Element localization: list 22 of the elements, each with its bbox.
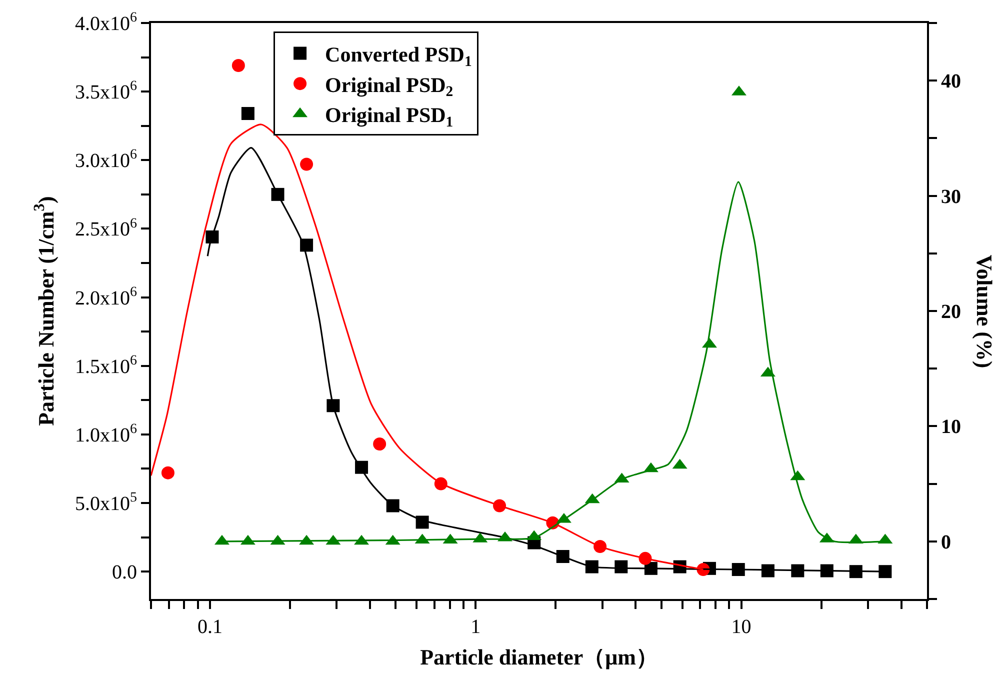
y-tick-label: 3.0x10$^{6}$ <box>75 148 137 172</box>
y-tick-label: 1.5x10$^{6}$ <box>75 353 137 378</box>
y2-axis-title: Volume (%) <box>972 254 998 368</box>
y2-tick-label: 30 <box>941 186 961 208</box>
y2-tick-label: 40 <box>941 70 961 93</box>
x-tick-label: 0.1 <box>197 616 222 638</box>
legend-label: Converted PSD$_{1}$ <box>325 42 472 70</box>
y-tick-label: 4.0x10$^{6}$ <box>75 10 137 35</box>
y2-tick-label: 10 <box>941 416 961 438</box>
y-tick-label: 5.0x10$^{5}$ <box>75 490 137 515</box>
y-tick-label: 2.0x10$^{6}$ <box>75 284 137 310</box>
y2-tick-label: 20 <box>941 301 961 323</box>
y-tick-label: 3.5x10$^{6}$ <box>75 79 137 104</box>
y-tick-label: 2.5x10$^{6}$ <box>75 216 137 241</box>
x-tick-label: 10 <box>731 616 752 638</box>
y-tick-label: 1.0x10$^{6}$ <box>75 422 137 446</box>
x-axis-title: Particle diameter（μm） <box>420 644 658 670</box>
legend-label: Original PSD$_{1}$ <box>325 103 454 130</box>
x-tick-label: 1 <box>470 616 481 638</box>
legend-label: Original PSD$_{2}$ <box>325 72 454 100</box>
y2-tick-label: 0 <box>941 531 951 554</box>
y-tick-label: 0.0 <box>112 562 137 584</box>
